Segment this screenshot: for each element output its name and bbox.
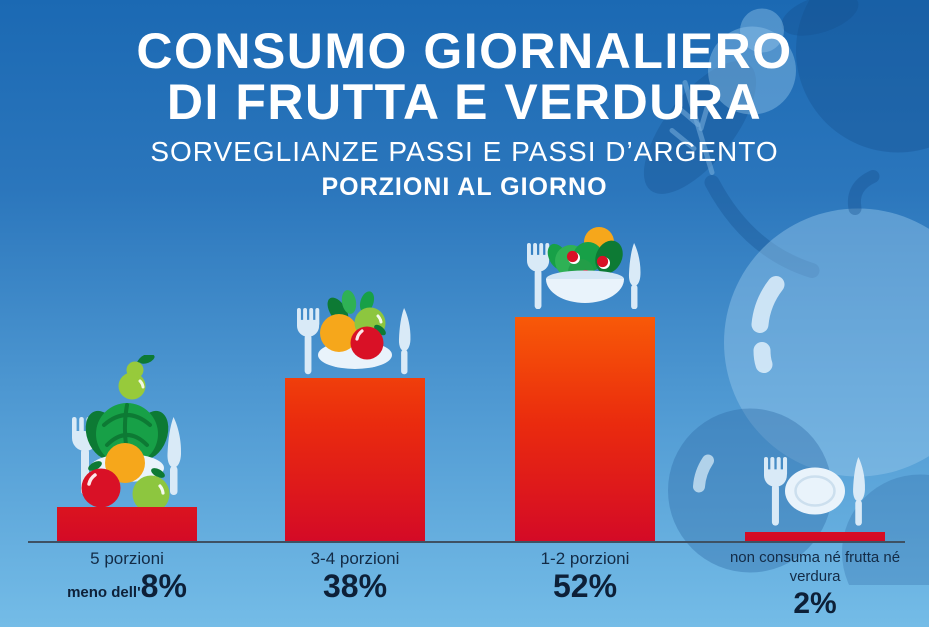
bar-column-3-4-porzioni (285, 290, 425, 541)
category-label: 5 porzioni (90, 549, 164, 568)
subtitle: SORVEGLIANZE PASSI E PASSI D’ARGENTO (150, 136, 779, 167)
value-number: 38% (322, 568, 388, 605)
value-number: 2% (793, 586, 837, 620)
category-label: 3-4 porzioni (310, 549, 400, 568)
bar-1-2-porzioni (515, 317, 655, 541)
units-label: PORZIONI AL GIORNO (321, 173, 608, 201)
bar-column-non-consuma (745, 452, 885, 541)
value-label: 2% (705, 586, 925, 620)
value-label: 38% (245, 570, 465, 604)
fruit-plate-icon (297, 290, 411, 375)
bar-label-group: non consuma né frutta né verdura 2% (705, 549, 925, 619)
fruit-stack-icon (72, 355, 182, 513)
page-title-line2: DI FRUTTA E VERDURA (166, 74, 763, 130)
bar-column-1-2-porzioni (515, 227, 655, 541)
value-prefix: meno dell' (67, 584, 141, 602)
baseline-axis (28, 541, 905, 543)
value-number: 8% (140, 568, 187, 605)
bar-5-porzioni (57, 507, 197, 541)
header: CONSUMO GIORNALIERO DI FRUTTA E VERDURA … (0, 0, 929, 202)
bar-column-5-porzioni (57, 355, 197, 541)
bar-label-group: 5 porzioni meno dell'8% (17, 549, 237, 604)
value-label: meno dell'8% (17, 570, 237, 604)
page-title-line1: CONSUMO GIORNALIERO (136, 23, 793, 79)
bar-3-4-porzioni (285, 378, 425, 541)
value-number: 52% (552, 568, 618, 605)
bar-non-consuma (745, 532, 885, 541)
salad-bowl-icon (527, 227, 641, 309)
bar-label-group: 1-2 porzioni 52% (475, 549, 695, 604)
empty-plate-icon (764, 457, 866, 526)
value-label: 52% (475, 570, 695, 604)
bar-label-group: 3-4 porzioni 38% (245, 549, 465, 604)
category-label: non consuma né frutta né verdura (729, 549, 901, 585)
category-label: 1-2 porzioni (540, 549, 630, 568)
